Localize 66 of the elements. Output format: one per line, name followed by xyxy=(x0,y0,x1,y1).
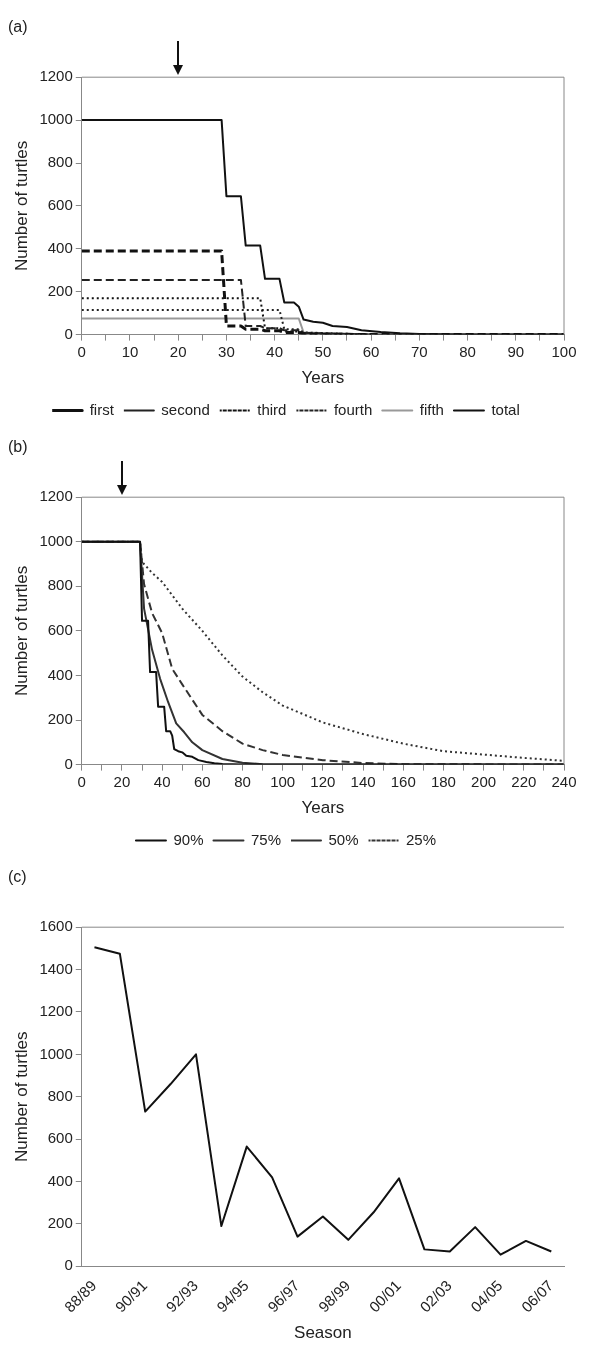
x-tick-label: 30 xyxy=(218,342,235,360)
y-tick-label: 800 xyxy=(47,153,73,171)
y-tick-label: 600 xyxy=(47,1129,73,1147)
y-axis-title: Number of turtles xyxy=(11,565,31,697)
y-tick-label: 800 xyxy=(47,1086,73,1104)
x-tick-label: 60 xyxy=(362,342,380,360)
chart-title: (c) xyxy=(8,868,27,886)
y-axis-title: Number of turtles xyxy=(11,1031,31,1162)
y-tick-label: 1000 xyxy=(39,1044,73,1062)
y-tick-label: 600 xyxy=(47,621,73,639)
legend-label: second xyxy=(161,400,210,418)
y-tick-label: 0 xyxy=(64,754,73,772)
x-tick-label: 10 xyxy=(121,342,139,360)
legend-label: total xyxy=(491,400,520,418)
x-tick-label: 200 xyxy=(471,772,497,790)
x-tick-label: 40 xyxy=(266,342,284,360)
x-tick-label: 0 xyxy=(77,342,86,360)
x-tick-label: 80 xyxy=(234,772,251,790)
y-tick-label: 400 xyxy=(47,665,73,683)
x-axis-title: Season xyxy=(294,1323,352,1343)
y-tick-label: 0 xyxy=(64,1256,73,1274)
x-tick-label: 180 xyxy=(430,772,456,790)
y-tick-label: 1600 xyxy=(39,917,73,935)
y-tick-label: 1000 xyxy=(39,531,73,549)
x-tick-label: 20 xyxy=(113,772,131,790)
legend-label: fourth xyxy=(333,400,373,418)
legend-label: first xyxy=(89,400,115,418)
x-tick-label: 120 xyxy=(310,772,336,790)
legend-label: fifth xyxy=(419,400,444,418)
x-tick-label: 140 xyxy=(350,772,376,790)
x-tick-label: 100 xyxy=(270,772,296,790)
x-tick-label: 50 xyxy=(314,342,332,360)
y-tick-label: 1200 xyxy=(39,67,73,85)
y-tick-label: 200 xyxy=(47,1214,73,1232)
y-tick-label: 200 xyxy=(47,710,73,728)
x-tick-label: 80 xyxy=(459,342,476,360)
y-tick-label: 1400 xyxy=(39,959,73,977)
x-tick-label: 0 xyxy=(77,772,86,790)
x-tick-label: 70 xyxy=(410,342,428,360)
legend-label: 25% xyxy=(406,830,437,848)
y-tick-label: 400 xyxy=(47,1171,73,1189)
x-tick-label: 160 xyxy=(390,772,416,790)
chart-title: (a) xyxy=(8,18,28,36)
x-tick-label: 20 xyxy=(169,342,187,360)
x-tick-label: 60 xyxy=(193,772,211,790)
y-tick-label: 1200 xyxy=(39,1002,73,1020)
legend-label: 75% xyxy=(250,830,282,848)
y-tick-label: 1200 xyxy=(39,487,73,505)
y-tick-label: 1000 xyxy=(39,110,73,128)
x-tick-label: 40 xyxy=(153,772,171,790)
x-tick-label: 100 xyxy=(551,342,577,360)
chart-title: (b) xyxy=(8,438,28,456)
x-tick-label: 240 xyxy=(551,772,577,790)
y-tick-label: 800 xyxy=(47,576,73,594)
legend-label: third xyxy=(257,400,287,418)
x-axis-title: Years xyxy=(301,368,345,388)
legend-label: 50% xyxy=(328,830,359,848)
y-tick-label: 200 xyxy=(47,281,73,299)
x-axis-title: Years xyxy=(301,798,345,818)
y-tick-label: 400 xyxy=(47,238,73,256)
y-tick-label: 600 xyxy=(47,196,73,214)
y-tick-label: 0 xyxy=(64,324,73,342)
y-axis-title: Number of turtles xyxy=(11,140,31,272)
x-tick-label: 220 xyxy=(511,772,537,790)
legend-label: 90% xyxy=(173,830,204,848)
x-tick-label: 90 xyxy=(507,342,525,360)
